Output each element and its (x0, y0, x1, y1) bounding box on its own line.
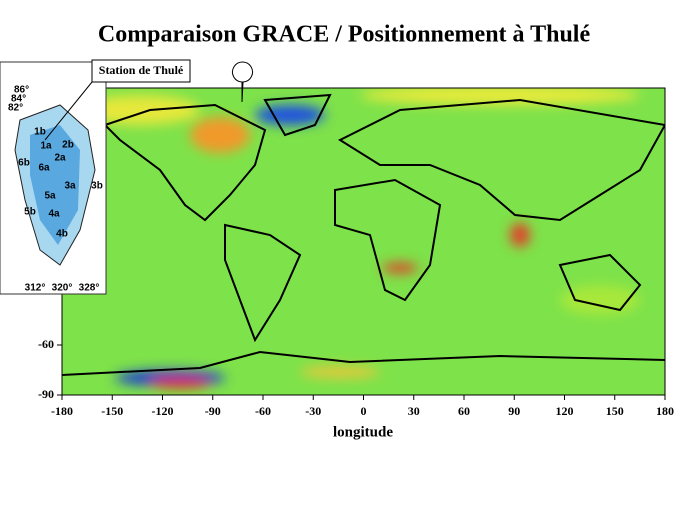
x-axis-label: longitude (333, 424, 393, 440)
x-tick-label: -180 (51, 404, 73, 418)
x-tick-label: 60 (458, 404, 470, 418)
x-tick-label: 120 (556, 404, 574, 418)
region-label: 6b (18, 158, 30, 169)
x-tick-label: 150 (606, 404, 624, 418)
region-label: 3b (91, 181, 103, 192)
coastline (103, 103, 267, 222)
map-background (62, 88, 665, 395)
coastline (224, 223, 302, 343)
region-label: 2b (62, 140, 74, 151)
x-tick-label: -60 (255, 404, 271, 418)
coastline (558, 253, 642, 312)
callout-text: Station de Thulé (99, 63, 184, 77)
x-tick-label: -150 (101, 404, 123, 418)
x-tick-label: 90 (508, 404, 520, 418)
latitude-label: 82° (8, 103, 23, 114)
coastline (334, 178, 442, 302)
region-label: 2a (54, 153, 66, 164)
greenland-inset: 1b 1a 2b 2a 6b 6a 3a 3b 5a 5b 4a 4b 86°84°82° 312° 320… (0, 61, 107, 295)
longitude-label: 328° (79, 283, 100, 294)
region-label: 5b (24, 207, 36, 218)
region-label: 6a (38, 163, 50, 174)
x-tick-label: -120 (152, 404, 174, 418)
region-label: 1a (40, 141, 52, 152)
callout-box (91, 59, 191, 83)
ice-sheet (30, 125, 80, 245)
region-label: 4a (48, 209, 60, 220)
x-tick-label: -30 (305, 404, 321, 418)
x-tick-label: 30 (408, 404, 420, 418)
coastline (62, 350, 665, 376)
anomaly-field (80, 88, 640, 388)
callout-pointer (44, 81, 93, 141)
region-label: 5a (44, 191, 56, 202)
region-label: 3a (64, 181, 76, 192)
region-label: 1b (34, 127, 46, 138)
x-tick-label: 180 (656, 404, 674, 418)
latitude-label: 84° (11, 94, 26, 105)
x-tick-label: 0 (361, 404, 367, 418)
station-marker (232, 61, 253, 103)
x-tick-label: -90 (205, 404, 221, 418)
latitude-label: 86° (14, 85, 29, 96)
slide-title: Comparaison GRACE / Positionnement à Thu… (98, 22, 591, 48)
coastline (263, 93, 332, 137)
y-tick-label: -90 (38, 387, 54, 401)
y-tick-label: -60 (38, 337, 54, 351)
coastline (337, 98, 665, 222)
longitude-label: 312° (25, 283, 46, 294)
region-label: 4b (56, 229, 68, 240)
grace-map (62, 88, 665, 395)
longitude-label: 320° (52, 283, 73, 294)
